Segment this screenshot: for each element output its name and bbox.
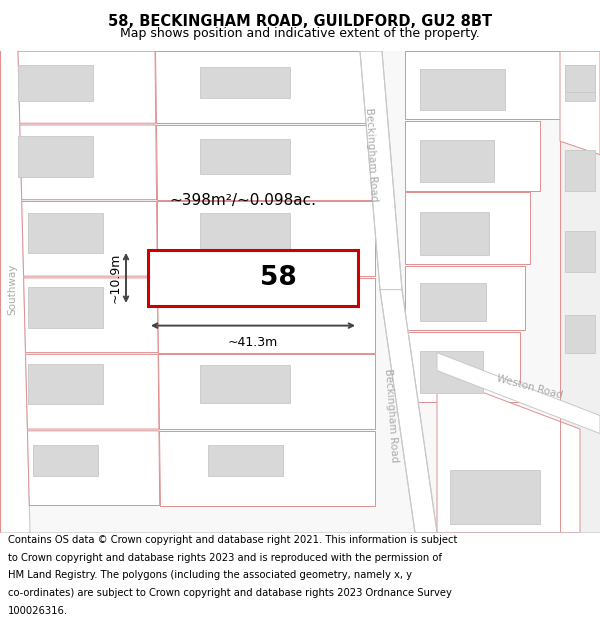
Polygon shape xyxy=(437,352,600,434)
Polygon shape xyxy=(560,51,600,155)
Bar xyxy=(200,67,290,99)
Bar xyxy=(565,150,595,191)
Bar xyxy=(565,65,595,101)
Text: 100026316.: 100026316. xyxy=(8,606,68,616)
Polygon shape xyxy=(22,201,157,276)
Bar xyxy=(420,351,483,393)
Text: 58, BECKINGHAM ROAD, GUILDFORD, GU2 8BT: 58, BECKINGHAM ROAD, GUILDFORD, GU2 8BT xyxy=(108,14,492,29)
Bar xyxy=(420,213,489,256)
Bar xyxy=(148,250,358,306)
Polygon shape xyxy=(26,354,159,429)
Polygon shape xyxy=(159,431,375,506)
Bar xyxy=(420,282,486,321)
Text: ~10.9m: ~10.9m xyxy=(109,253,122,303)
Bar xyxy=(17,65,92,101)
Bar xyxy=(28,213,103,253)
Polygon shape xyxy=(157,278,375,352)
Polygon shape xyxy=(405,192,530,264)
Text: ~41.3m: ~41.3m xyxy=(228,336,278,349)
Polygon shape xyxy=(23,278,158,352)
Polygon shape xyxy=(18,51,156,123)
Bar xyxy=(28,364,103,404)
Polygon shape xyxy=(155,51,375,123)
Polygon shape xyxy=(405,266,525,330)
Text: to Crown copyright and database rights 2023 and is reproduced with the permissio: to Crown copyright and database rights 2… xyxy=(8,553,442,563)
Polygon shape xyxy=(157,201,375,276)
Text: Map shows position and indicative extent of the property.: Map shows position and indicative extent… xyxy=(120,27,480,40)
Text: Contains OS data © Crown copyright and database right 2021. This information is : Contains OS data © Crown copyright and d… xyxy=(8,535,457,545)
Bar xyxy=(560,51,600,532)
Polygon shape xyxy=(156,125,375,199)
Bar xyxy=(450,469,540,524)
Text: Beckingham Road: Beckingham Road xyxy=(383,368,399,462)
Text: 58: 58 xyxy=(260,265,296,291)
Polygon shape xyxy=(405,332,520,402)
Polygon shape xyxy=(158,354,375,429)
Bar xyxy=(208,445,283,476)
Bar xyxy=(17,136,92,177)
Text: Beckingham Road: Beckingham Road xyxy=(364,107,379,202)
Polygon shape xyxy=(437,375,580,532)
Bar xyxy=(565,315,595,352)
Text: HM Land Registry. The polygons (including the associated geometry, namely x, y: HM Land Registry. The polygons (includin… xyxy=(8,571,412,581)
Polygon shape xyxy=(20,125,157,199)
Bar xyxy=(565,231,595,272)
Bar xyxy=(28,288,103,328)
Polygon shape xyxy=(360,51,402,289)
Text: co-ordinates) are subject to Crown copyright and database rights 2023 Ordnance S: co-ordinates) are subject to Crown copyr… xyxy=(8,588,452,598)
Bar xyxy=(32,445,97,476)
Bar xyxy=(200,139,290,174)
Bar xyxy=(200,365,290,403)
Bar xyxy=(420,69,505,110)
Bar xyxy=(200,213,290,249)
Bar xyxy=(420,139,494,182)
Polygon shape xyxy=(28,431,160,506)
Polygon shape xyxy=(0,51,30,532)
Polygon shape xyxy=(565,65,595,92)
Text: Southway: Southway xyxy=(7,264,17,316)
Text: Weston Road: Weston Road xyxy=(496,373,564,401)
Polygon shape xyxy=(405,51,560,119)
Text: ~398m²/~0.098ac.: ~398m²/~0.098ac. xyxy=(170,193,317,208)
Polygon shape xyxy=(380,289,437,532)
Polygon shape xyxy=(405,121,540,191)
